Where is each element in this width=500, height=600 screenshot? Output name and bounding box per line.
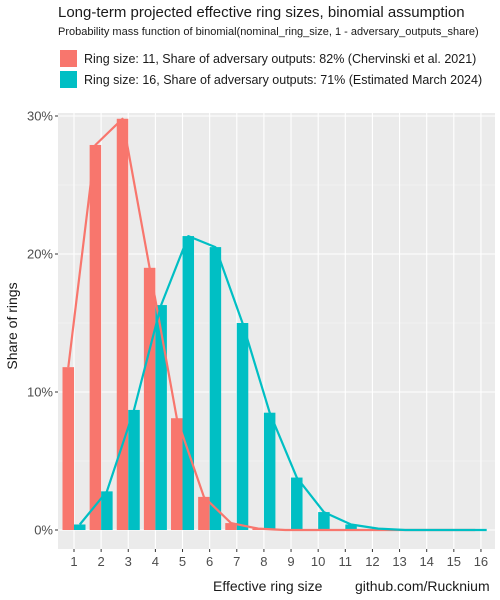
bar-ring-size-11-7 bbox=[225, 523, 237, 530]
x-tick-label: 6 bbox=[206, 554, 213, 569]
x-tick-label: 9 bbox=[287, 554, 294, 569]
x-tick-label: 15 bbox=[447, 554, 461, 569]
x-tick-label: 5 bbox=[179, 554, 186, 569]
legend-item-ring-size-11: Ring size: 11, Share of adversary output… bbox=[60, 48, 482, 69]
bar-ring-size-16-4 bbox=[155, 305, 167, 530]
x-tick-label: 14 bbox=[419, 554, 433, 569]
y-tick-label: 30% bbox=[27, 109, 53, 124]
bar-ring-size-11-2 bbox=[89, 144, 102, 531]
bar-ring-size-11-1 bbox=[62, 367, 74, 530]
bar-ring-size-16-10 bbox=[318, 512, 330, 530]
series-lines bbox=[67, 117, 487, 532]
x-tick-label: 8 bbox=[260, 554, 267, 569]
bar-ring-size-16-3 bbox=[128, 409, 140, 530]
legend-label-ring-size-11: Ring size: 11, Share of adversary output… bbox=[84, 51, 477, 66]
x-tick-label: 7 bbox=[233, 554, 240, 569]
bar-ring-size-16-5 bbox=[182, 236, 195, 530]
x-tick-label: 3 bbox=[125, 554, 132, 569]
chart-subtitle: Probability mass function of binomial(no… bbox=[58, 26, 479, 38]
axes: 0%10%20%30%1 2 3 4 5 6 7 8 9 10 11 12 13 14 15 16 bbox=[27, 109, 488, 570]
x-tick-label: 13 bbox=[392, 554, 406, 569]
x-tick-label: 4 bbox=[152, 554, 159, 569]
x-tick-label: 16 bbox=[474, 554, 488, 569]
legend: Ring size: 11, Share of adversary output… bbox=[60, 48, 482, 90]
bar-ring-size-16-11 bbox=[345, 524, 357, 530]
chart-title: Long-term projected effective ring sizes… bbox=[58, 4, 465, 21]
legend-key-ring-size-16 bbox=[60, 71, 77, 88]
x-tick-label: 11 bbox=[339, 554, 353, 569]
legend-key-ring-size-11 bbox=[60, 50, 77, 67]
y-axis-label: Share of rings bbox=[4, 282, 20, 369]
bar-ring-size-11-6 bbox=[198, 496, 210, 530]
y-tick-label: 20% bbox=[27, 247, 53, 262]
bar-ring-size-16-8 bbox=[263, 412, 276, 530]
bar-ring-size-16-2 bbox=[101, 491, 113, 530]
x-tick-label: 1 bbox=[70, 554, 77, 569]
y-tick-label: 0% bbox=[34, 523, 53, 538]
x-tick-label: 12 bbox=[365, 554, 379, 569]
x-tick-label: 10 bbox=[311, 554, 325, 569]
bar-ring-size-16-7 bbox=[236, 323, 249, 530]
x-tick-label: 2 bbox=[98, 554, 105, 569]
bar-ring-size-11-5 bbox=[171, 418, 183, 530]
legend-item-ring-size-16: Ring size: 16, Share of adversary output… bbox=[60, 69, 482, 90]
legend-label-ring-size-16: Ring size: 16, Share of adversary output… bbox=[84, 72, 483, 87]
bar-ring-size-16-9 bbox=[291, 477, 303, 530]
line-ring-size-16 bbox=[78, 235, 487, 532]
y-tick-label: 10% bbox=[27, 385, 53, 400]
bar-ring-size-11-3 bbox=[116, 118, 129, 530]
bar-ring-size-16-6 bbox=[209, 247, 222, 530]
caption: github.com/Rucknium bbox=[355, 578, 490, 594]
bar-ring-size-16-1 bbox=[74, 524, 86, 530]
bars bbox=[62, 118, 384, 531]
bar-ring-size-11-4 bbox=[143, 267, 156, 530]
x-axis-label: Effective ring size bbox=[213, 578, 323, 594]
